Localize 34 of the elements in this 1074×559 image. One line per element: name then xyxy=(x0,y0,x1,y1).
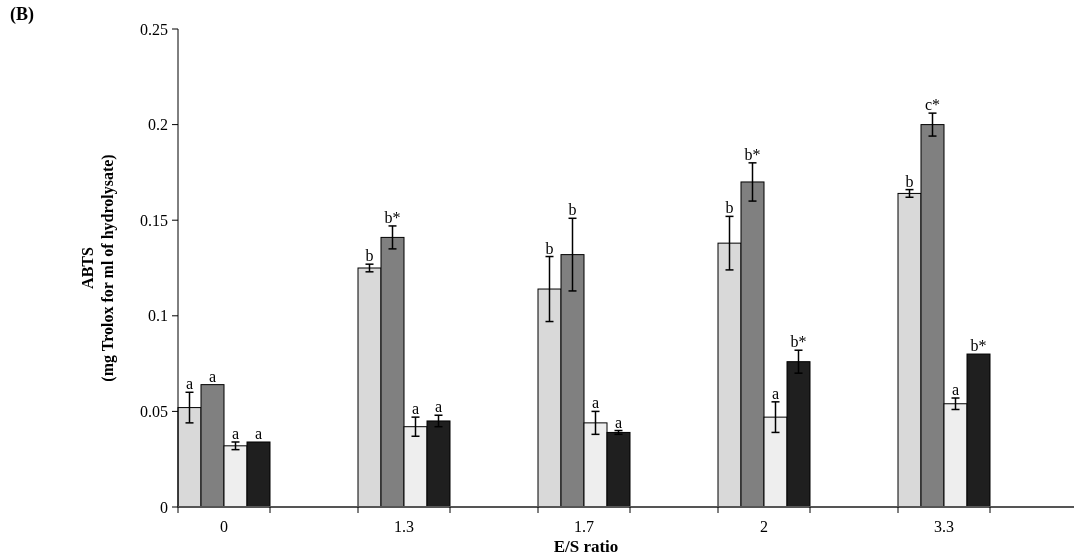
annotation: b xyxy=(568,201,577,219)
x-axis-title: E/S ratio xyxy=(553,537,619,556)
x-tick-label: 3.3 xyxy=(934,518,954,535)
annotation: b xyxy=(905,172,914,190)
text: (B) xyxy=(10,4,34,25)
annotation: a xyxy=(434,398,443,416)
annotation: a xyxy=(771,384,780,402)
x-tick-label: 0 xyxy=(220,518,228,535)
y-axis-title: ABTS (mg Trolox for ml of hydrolysate) xyxy=(79,154,117,382)
annotation: a xyxy=(614,413,623,431)
annotation: a xyxy=(591,394,600,412)
y-tick-label: 0.2 xyxy=(148,116,168,134)
annotation: b* xyxy=(744,145,761,163)
annotation: c* xyxy=(924,96,941,114)
y-tick-label: 0.05 xyxy=(140,403,168,420)
annotation: b xyxy=(725,199,734,217)
annotation: a xyxy=(411,400,420,418)
annotation: a xyxy=(208,367,217,385)
annotation: b* xyxy=(790,333,807,351)
y-tick-label: 0 xyxy=(160,498,168,516)
annotation: a xyxy=(951,381,960,399)
annotation: b xyxy=(545,239,554,257)
annotation: b xyxy=(365,247,374,265)
annotation: a xyxy=(254,424,263,442)
x-tick-label: 1.3 xyxy=(394,518,414,535)
annotation: a xyxy=(231,424,240,442)
y-tick-label: 0.25 xyxy=(140,20,168,38)
annotation: a xyxy=(185,375,194,393)
x-tick-label: 1.7 xyxy=(574,518,594,535)
y-tick-label: 0.15 xyxy=(140,211,168,229)
annotation: b* xyxy=(384,208,401,226)
y-tick-label: 0.1 xyxy=(148,307,168,325)
x-tick-label: 2 xyxy=(760,518,768,535)
annotation: b* xyxy=(970,337,987,355)
